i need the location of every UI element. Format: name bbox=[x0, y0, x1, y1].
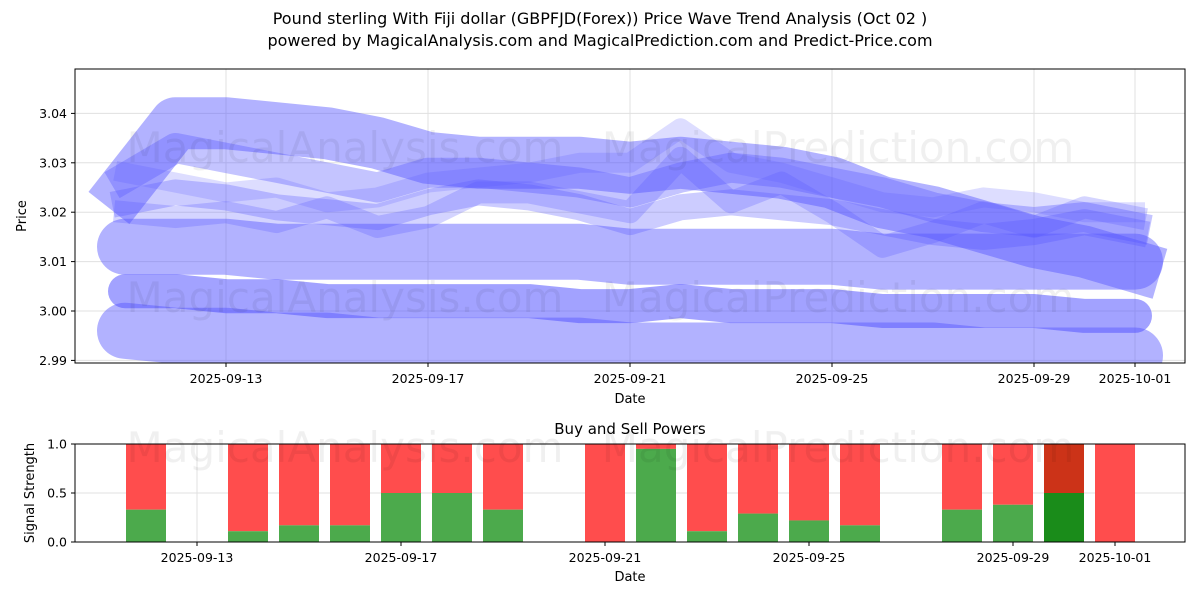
sell-bar bbox=[789, 444, 829, 521]
x-tick-label: 2025-09-17 bbox=[392, 371, 465, 386]
sell-bar bbox=[228, 444, 268, 532]
watermark: MagicalPrediction.com bbox=[602, 123, 1075, 172]
x-tick-label: 2025-09-13 bbox=[190, 371, 263, 386]
buy-bar bbox=[381, 493, 421, 542]
y-tick-label: 2.99 bbox=[39, 353, 67, 368]
sell-bar bbox=[942, 444, 982, 510]
buy-bar bbox=[687, 531, 727, 542]
sell-bar bbox=[993, 444, 1033, 505]
x-tick-label: 2025-09-25 bbox=[796, 371, 869, 386]
price-y-label: Price bbox=[15, 200, 30, 232]
wave-band bbox=[88, 97, 1168, 299]
x-tick-label: 2025-09-21 bbox=[594, 371, 667, 386]
buy-bar bbox=[993, 504, 1033, 542]
x-tick-label: 2025-09-17 bbox=[365, 550, 438, 565]
signal-y-label: Signal Strength bbox=[23, 443, 38, 543]
x-tick-label: 2025-09-21 bbox=[569, 550, 642, 565]
wave-band bbox=[109, 179, 1151, 250]
sell-bar bbox=[840, 444, 880, 526]
sell-bar bbox=[636, 444, 676, 449]
y-tick-label: 0.0 bbox=[47, 535, 67, 550]
buy-bar bbox=[840, 525, 880, 542]
signal-x-label: Date bbox=[614, 570, 645, 585]
buy-bar bbox=[483, 509, 523, 542]
x-tick-label: 2025-10-01 bbox=[1099, 371, 1172, 386]
y-tick-label: 3.04 bbox=[39, 106, 67, 121]
wave-band bbox=[97, 302, 1163, 363]
buy-bar bbox=[432, 493, 472, 542]
sell-bar bbox=[483, 444, 523, 510]
x-tick-label: 2025-09-25 bbox=[773, 550, 846, 565]
sell-bar bbox=[381, 444, 421, 493]
signal-bars bbox=[126, 444, 1135, 542]
watermark: MagicalAnalysis.com bbox=[127, 273, 564, 322]
y-tick-label: 0.5 bbox=[47, 486, 67, 501]
watermark: MagicalPrediction.com bbox=[602, 423, 1075, 472]
x-tick-label: 2025-09-29 bbox=[977, 550, 1050, 565]
signal-chart-title: Buy and Sell Powers bbox=[554, 420, 706, 438]
sell-bar bbox=[432, 444, 472, 493]
sell-bar bbox=[330, 444, 370, 526]
buy-bar bbox=[942, 509, 982, 542]
price-chart: MagicalAnalysis.com MagicalPrediction.co… bbox=[15, 68, 1186, 407]
watermark: MagicalAnalysis.com bbox=[127, 123, 564, 172]
y-tick-label: 3.02 bbox=[39, 205, 67, 220]
buy-bar bbox=[126, 509, 166, 542]
buy-bar bbox=[228, 531, 268, 542]
wave-band bbox=[112, 146, 1148, 258]
x-tick-label: 2025-09-29 bbox=[998, 371, 1071, 386]
signal-axis-ticks: 2025-09-13 2025-09-17 2025-09-21 2025-09-25… bbox=[47, 437, 1151, 566]
sell-bar bbox=[279, 444, 319, 526]
buy-bar bbox=[330, 525, 370, 542]
sell-bar bbox=[687, 444, 727, 532]
wave-band bbox=[97, 218, 1163, 290]
watermark: MagicalAnalysis.com bbox=[127, 423, 564, 472]
price-x-label: Date bbox=[614, 392, 645, 407]
watermark: MagicalPrediction.com bbox=[602, 273, 1075, 322]
chart-subtitle: powered by MagicalAnalysis.com and Magic… bbox=[267, 31, 933, 50]
buy-bar bbox=[279, 525, 319, 542]
y-tick-label: 3.03 bbox=[39, 155, 67, 170]
buy-bar bbox=[789, 520, 829, 542]
sell-bar bbox=[1044, 444, 1084, 493]
wave-band bbox=[104, 133, 1153, 245]
x-tick-label: 2025-09-13 bbox=[161, 550, 234, 565]
sell-bar bbox=[126, 444, 166, 510]
buy-bar bbox=[738, 513, 778, 542]
sell-bar bbox=[1095, 444, 1135, 542]
price-axis-ticks: 2025-09-13 2025-09-17 2025-09-21 2025-09-25… bbox=[39, 106, 1171, 386]
buy-bar bbox=[1044, 493, 1084, 542]
y-tick-label: 3.00 bbox=[39, 304, 67, 319]
sell-bar bbox=[738, 444, 778, 514]
x-tick-label: 2025-10-01 bbox=[1079, 550, 1152, 565]
y-tick-label: 3.01 bbox=[39, 254, 67, 269]
chart-title: Pound sterling With Fiji dollar (GBPFJD(… bbox=[272, 9, 928, 28]
wave-band bbox=[108, 274, 1152, 333]
signal-chart: Buy and Sell Powers MagicalAnalysis.com … bbox=[23, 420, 1186, 585]
wave-band bbox=[113, 118, 1145, 223]
buy-bar bbox=[636, 448, 676, 542]
price-wave-bands bbox=[88, 97, 1168, 363]
y-tick-label: 1.0 bbox=[47, 437, 67, 452]
sell-bar bbox=[585, 444, 625, 542]
